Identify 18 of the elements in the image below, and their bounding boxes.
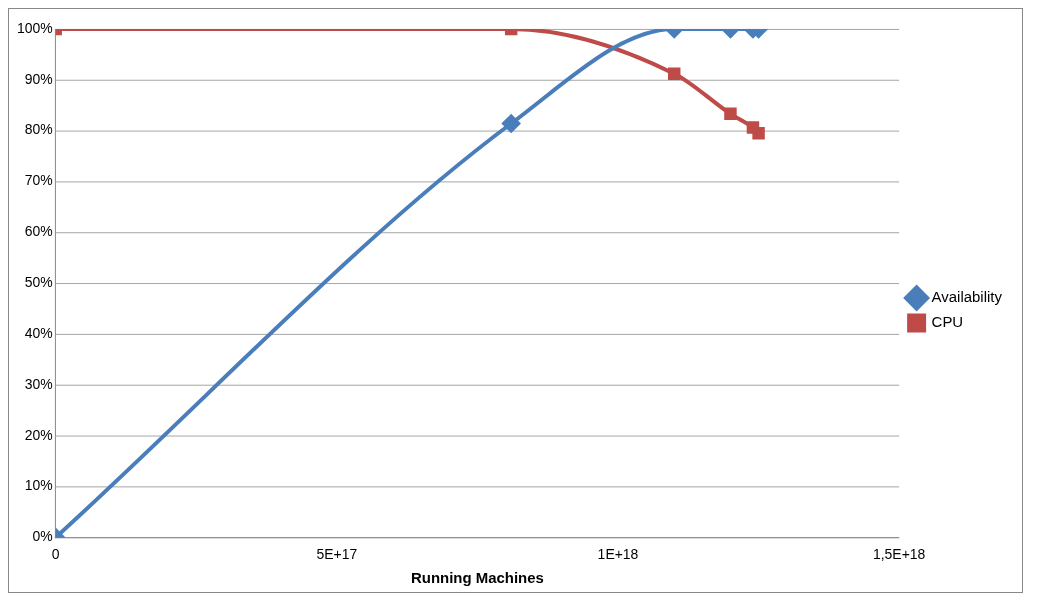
legend-label: Availability (931, 288, 1003, 306)
x-tick-label: 0 (51, 545, 60, 562)
x-tick-label: 1E+18 (597, 545, 639, 562)
y-tick-label: 60% (24, 223, 53, 240)
y-tick-label: 30% (24, 375, 53, 392)
y-tick-label: 100% (17, 19, 53, 36)
x-tick-label: 5E+17 (316, 545, 358, 562)
x-axis-title: Running Machines (410, 569, 544, 587)
y-tick-label: 90% (24, 70, 53, 87)
y-tick-label: 40% (24, 324, 53, 341)
y-tick-label: 50% (24, 274, 53, 290)
x-tick-label: 1,5E+18 (872, 545, 926, 562)
y-tick-label: 10% (24, 477, 53, 494)
legend-label: CPU (931, 313, 964, 331)
y-tick-label: 0% (32, 528, 53, 545)
y-tick-label: 20% (24, 426, 53, 443)
y-tick-label: 70% (24, 172, 53, 189)
y-tick-label: 80% (24, 121, 53, 138)
